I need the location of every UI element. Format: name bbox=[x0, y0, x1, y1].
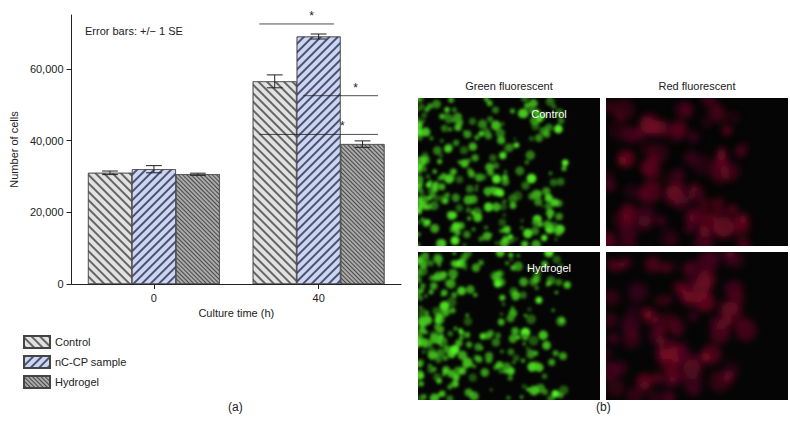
svg-text:*: * bbox=[309, 9, 314, 23]
svg-text:Hydrogel: Hydrogel bbox=[55, 376, 99, 388]
html-text:Control: Control bbox=[531, 108, 567, 120]
svg-text:20,000: 20,000 bbox=[30, 206, 64, 218]
svg-text:nC-CP sample: nC-CP sample bbox=[55, 356, 126, 368]
svg-text:Culture time (h): Culture time (h) bbox=[198, 307, 274, 319]
svg-text:0: 0 bbox=[151, 292, 157, 304]
html-text:(b): (b) bbox=[596, 400, 611, 414]
svg-text:40: 40 bbox=[313, 292, 325, 304]
svg-text:*: * bbox=[340, 119, 345, 133]
svg-text:60,000: 60,000 bbox=[30, 63, 64, 75]
html-text:Red fluorescent: Red fluorescent bbox=[658, 80, 736, 92]
svg-text:40,000: 40,000 bbox=[30, 135, 64, 147]
html-text:Green fluorescent: Green fluorescent bbox=[465, 80, 553, 92]
svg-text:Control: Control bbox=[55, 336, 90, 348]
svg-text:*: * bbox=[353, 81, 358, 95]
svg-text:Error bars: +/− 1 SE: Error bars: +/− 1 SE bbox=[85, 25, 183, 37]
html-text:Hydrogel: Hydrogel bbox=[527, 262, 571, 274]
html-text:(a): (a) bbox=[228, 400, 243, 414]
svg-text:0: 0 bbox=[57, 278, 63, 290]
svg-text:Number of cells: Number of cells bbox=[8, 111, 20, 188]
